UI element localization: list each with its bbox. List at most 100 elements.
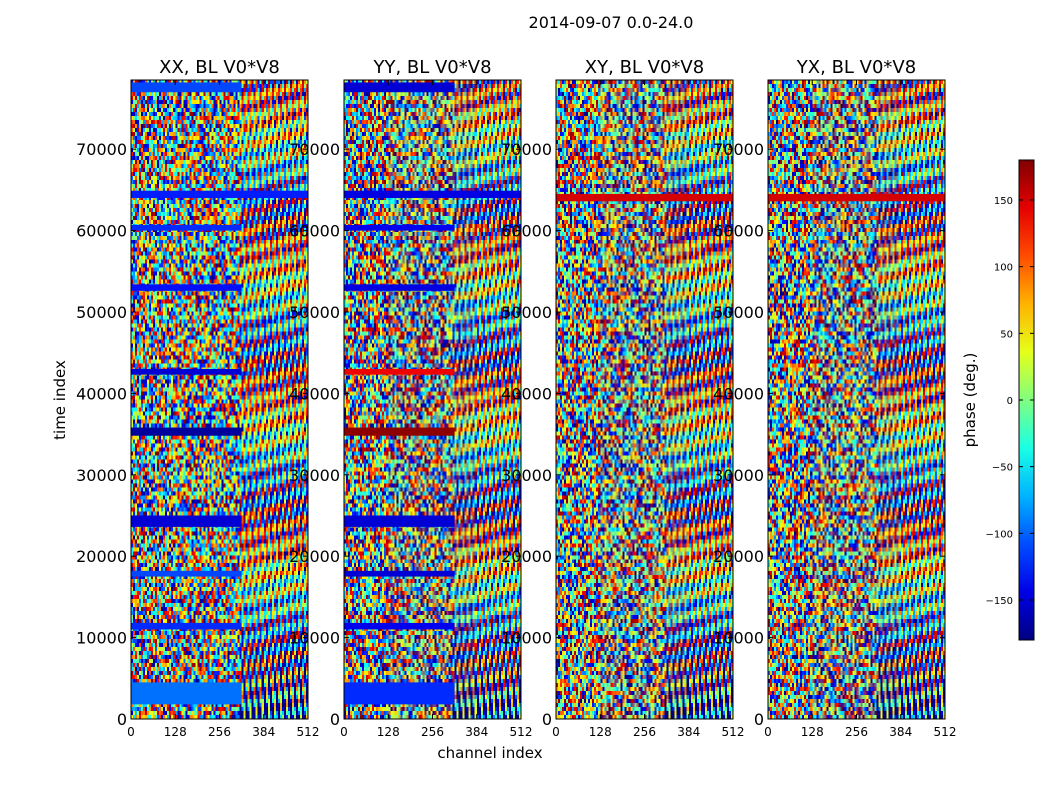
y-tick-label: 0	[754, 710, 764, 729]
x-tick-label: 0	[764, 725, 772, 739]
y-tick-label: 70000	[289, 140, 340, 159]
colorbar-tick-label: 50	[1000, 329, 1013, 340]
y-tick-label: 50000	[76, 303, 127, 322]
colorbar-tick-label: 0	[1007, 396, 1013, 407]
x-tick-label: 256	[633, 725, 656, 739]
flagged-band	[556, 193, 733, 202]
y-tick-label: 10000	[713, 629, 764, 648]
y-tick-label: 60000	[76, 222, 127, 241]
y-tick-label: 70000	[76, 140, 127, 159]
y-tick-label: 20000	[713, 547, 764, 566]
x-tick-label: 384	[889, 725, 912, 739]
colorbar-tick-label: −100	[986, 529, 1013, 540]
y-tick-label: 40000	[713, 384, 764, 403]
panel-heatmap-image	[344, 80, 521, 719]
x-tick-label: 512	[934, 725, 957, 739]
y-tick-label: 70000	[713, 140, 764, 159]
flagged-band	[131, 427, 242, 436]
panel-4: YX, BL V0*V8 0 128 256 384 512 0 10000 20000 3000…	[713, 57, 956, 739]
y-axis-label: time index	[51, 360, 69, 440]
flagged-band	[131, 682, 242, 705]
flagged-band	[131, 82, 242, 93]
panel-title: YY, BL V0*V8	[372, 57, 491, 78]
flagged-band	[344, 427, 455, 436]
y-tick-label: 60000	[289, 222, 340, 241]
colorbar-tick-label: 150	[994, 196, 1013, 207]
y-tick-label: 60000	[713, 222, 764, 241]
panel-3: XY, BL V0*V8 0 128 256 384 512 0 10000 20000 3000…	[501, 57, 744, 739]
flagged-band	[344, 82, 455, 93]
y-tick-label: 20000	[289, 547, 340, 566]
flagged-band	[131, 515, 242, 527]
y-tick-label: 40000	[76, 384, 127, 403]
x-tick-label: 128	[377, 725, 400, 739]
y-tick-label: 30000	[289, 466, 340, 485]
y-tick-label: 30000	[76, 466, 127, 485]
y-tick-label: 50000	[501, 303, 552, 322]
y-tick-label: 60000	[501, 222, 552, 241]
flagged-band	[768, 193, 945, 202]
x-tick-label: 512	[722, 725, 745, 739]
x-tick-label: 256	[208, 725, 231, 739]
colorbar: 150 100 50 0 −50 −100 −150	[986, 159, 1035, 641]
x-tick-label: 384	[252, 725, 275, 739]
x-tick-label: 512	[510, 725, 533, 739]
x-tick-label: 128	[589, 725, 612, 739]
y-tick-label: 20000	[76, 547, 127, 566]
y-tick-label: 10000	[76, 629, 127, 648]
x-tick-label: 128	[801, 725, 824, 739]
flagged-band	[344, 190, 521, 199]
panel-2: YY, BL V0*V8 0 128 256 384 512 0 10000 20000 3000…	[289, 57, 532, 739]
y-tick-label: 0	[330, 710, 340, 729]
flagged-band	[344, 570, 455, 577]
x-tick-label: 0	[552, 725, 560, 739]
colorbar-tick-label: −150	[986, 596, 1013, 607]
y-tick-label: 30000	[713, 466, 764, 485]
flagged-band	[344, 515, 455, 527]
colorbar-label: phase (deg.)	[961, 353, 979, 448]
x-tick-label: 384	[465, 725, 488, 739]
flagged-band	[344, 622, 455, 630]
y-tick-label: 30000	[501, 466, 552, 485]
y-tick-label: 50000	[713, 303, 764, 322]
y-tick-label: 50000	[289, 303, 340, 322]
x-tick-label: 0	[340, 725, 348, 739]
flagged-band	[131, 570, 242, 577]
flagged-band	[344, 682, 455, 705]
flagged-band	[131, 622, 242, 630]
flagged-band	[131, 284, 242, 291]
y-tick-label: 0	[542, 710, 552, 729]
colorbar-tick-label: 100	[994, 263, 1013, 274]
flagged-band	[131, 368, 242, 375]
panel-1: XX, BL V0*V8 0 128 256 384 512 0 10000 20000 3000…	[76, 57, 319, 739]
flagged-band	[344, 284, 455, 291]
y-tick-label: 10000	[501, 629, 552, 648]
panel-title: YX, BL V0*V8	[796, 57, 916, 78]
panel-title: XX, BL V0*V8	[159, 57, 280, 78]
y-tick-label: 70000	[501, 140, 552, 159]
y-tick-label: 10000	[289, 629, 340, 648]
x-tick-label: 128	[164, 725, 187, 739]
colorbar-tick-label: −50	[992, 463, 1013, 474]
x-tick-label: 384	[677, 725, 700, 739]
y-tick-label: 40000	[289, 384, 340, 403]
flagged-band	[131, 224, 242, 231]
x-axis-label: channel index	[437, 744, 542, 762]
y-tick-label: 0	[117, 710, 127, 729]
flagged-band	[344, 224, 455, 231]
x-tick-label: 512	[297, 725, 320, 739]
panel-heatmap-image	[768, 80, 945, 719]
flagged-band	[131, 190, 308, 199]
y-tick-label: 40000	[501, 384, 552, 403]
figure-title: 2014-09-07 0.0-24.0	[529, 13, 694, 32]
panel-heatmap-image	[131, 80, 308, 719]
y-tick-label: 20000	[501, 547, 552, 566]
x-tick-label: 256	[421, 725, 444, 739]
panels-group: XX, BL V0*V8 0 128 256 384 512 0 10000 20000 3000…	[76, 57, 956, 739]
panel-heatmap-image	[556, 80, 733, 719]
x-tick-label: 0	[127, 725, 135, 739]
panel-title: XY, BL V0*V8	[585, 57, 704, 78]
flagged-band	[344, 368, 455, 375]
